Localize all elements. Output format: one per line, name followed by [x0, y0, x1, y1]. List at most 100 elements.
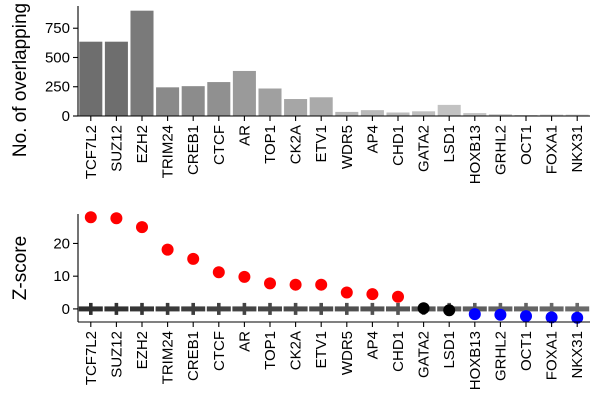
zscore-x-tick-label: CK2A [288, 331, 305, 370]
zscore-point-ar [238, 270, 251, 283]
overlap-x-tick-label: CTCF [211, 125, 228, 165]
overlap-bar-ezh2 [130, 10, 154, 117]
overlap-x-tick-label: HOXB13 [467, 125, 484, 184]
zscore-point-ck2a [289, 278, 302, 291]
overlap-bar-ctcf [207, 82, 231, 116]
zscore-x-ticks: TCF7L2 SUZ12 EZH2 TRIM24 CREB1 CTCF AR TOP1 CK2A… [83, 322, 586, 390]
zscore-point-suz12 [110, 212, 123, 225]
overlap-y-ticks: 0 250 500 750 [45, 20, 78, 125]
zscore-y-tick-label: 20 [53, 235, 70, 252]
zscore-null-whisker [140, 302, 144, 315]
zscore-point-wdr5 [340, 286, 353, 299]
zscore-null-whisker [549, 302, 554, 315]
zscore-x-tick-label: OCT1 [518, 331, 535, 371]
zscore-point-grhl2 [494, 308, 507, 321]
zscore-point-lsd1 [443, 304, 456, 317]
overlap-y-tick-label: 250 [45, 79, 70, 96]
overlap-bar-lsd1 [437, 104, 461, 116]
overlap-bar-nkx31 [565, 114, 589, 116]
zscore-null-whisker [319, 302, 323, 315]
zscore-x-tick-label: CHD1 [390, 331, 407, 372]
zscore-x-tick-label: ETV1 [313, 331, 330, 369]
zscore-x-tick-label: GATA2 [416, 331, 433, 378]
zscore-y-ticks: 0 10 20 [53, 235, 78, 318]
overlap-bar-hoxb13 [463, 113, 487, 116]
zscore-x-tick-label: TCF7L2 [83, 331, 100, 385]
zscore-x-tick-label: CTCF [211, 331, 228, 371]
overlap-x-tick-label: OCT1 [518, 125, 535, 165]
overlap-x-tick-label: GATA2 [416, 125, 433, 172]
zscore-point-top1 [264, 277, 276, 290]
zscore-x-tick-label: FOXA1 [544, 331, 561, 380]
overlap-x-tick-label: EZH2 [134, 125, 151, 163]
zscore-points [84, 211, 584, 324]
overlap-x-tick-label: ETV1 [313, 125, 330, 163]
overlap-bar-tcf7l2 [79, 41, 103, 116]
zscore-y-tick-label: 10 [53, 268, 70, 285]
zscore-null-whisker [268, 302, 272, 315]
zscore-null-whisker [191, 302, 195, 315]
zscore-null-whisker [217, 302, 221, 315]
zscore-x-tick-label: NKX31 [569, 331, 586, 379]
zscore-null-whisker [524, 302, 528, 315]
overlap-x-tick-label: TRIM24 [160, 125, 177, 178]
overlap-y-tick-label: 0 [62, 108, 70, 125]
zscore-x-tick-label: GRHL2 [492, 331, 509, 381]
zscore-scatter-chart: Z-score 0 10 20 TCF7L2 SUZ12 EZH2 TRIM24 CREB1… [10, 211, 590, 390]
overlap-bar-creb1 [181, 86, 205, 116]
overlap-x-tick-label: CREB1 [185, 125, 202, 175]
zscore-null-whisker [370, 302, 375, 315]
overlap-y-tick-label: 500 [45, 49, 70, 66]
zscore-point-creb1 [187, 252, 200, 265]
overlap-x-tick-label: TOP1 [262, 125, 279, 164]
zscore-null-whisker [345, 302, 349, 315]
overlap-x-tick-label: WDR5 [339, 125, 356, 169]
overlap-bar-ap4 [360, 110, 384, 116]
zscore-x-tick-label: AP4 [364, 331, 381, 359]
zscore-x-tick-label: SUZ12 [108, 331, 125, 378]
overlap-bar-top1 [258, 88, 282, 116]
zscore-y-tick-label: 0 [62, 301, 70, 318]
overlap-x-tick-label: GRHL2 [492, 125, 509, 175]
overlap-x-tick-label: AP4 [364, 125, 381, 153]
overlap-bar-foxa1 [540, 114, 564, 116]
zscore-x-tick-label: WDR5 [339, 331, 356, 375]
zscore-point-trim24 [161, 243, 174, 256]
zscore-point-ap4 [366, 288, 379, 301]
zscore-point-oct1 [520, 310, 532, 323]
overlap-y-axis-title: No. of overlapping [10, 3, 31, 157]
zscore-x-tick-label: CREB1 [185, 331, 202, 381]
overlap-bar-suz12 [104, 41, 128, 116]
zscore-null-whisker [89, 302, 93, 315]
overlap-x-ticks: TCF7L2 SUZ12 EZH2 TRIM24 CREB1 CTCF AR TOP1 CK2A… [83, 116, 586, 184]
zscore-null-whisker [575, 302, 579, 315]
overlap-x-tick-label: TCF7L2 [83, 125, 100, 179]
overlap-bars [79, 10, 589, 117]
overlap-x-tick-label: AR [236, 125, 253, 146]
zscore-point-gata2 [417, 302, 430, 315]
zscore-null-whisker [396, 302, 400, 315]
zscore-point-chd1 [392, 290, 404, 303]
overlap-x-tick-label: SUZ12 [108, 125, 125, 172]
zscore-x-tick-label: AR [236, 331, 253, 352]
overlap-bar-etv1 [309, 97, 333, 116]
overlap-bar-chd1 [386, 112, 410, 116]
zscore-x-tick-label: TOP1 [262, 331, 279, 370]
overlap-bar-trim24 [156, 87, 180, 116]
zscore-x-tick-label: HOXB13 [467, 331, 484, 390]
zscore-null-whisker [165, 302, 170, 315]
zscore-point-hoxb13 [468, 308, 481, 321]
zscore-point-etv1 [315, 278, 328, 291]
zscore-x-tick-label: EZH2 [134, 331, 151, 369]
overlap-x-tick-label: FOXA1 [544, 125, 561, 174]
zscore-x-tick-label: LSD1 [441, 331, 458, 369]
overlap-x-tick-label: NKX31 [569, 125, 586, 173]
overlap-bar-grhl2 [488, 114, 512, 116]
overlap-bar-wdr5 [335, 111, 359, 116]
overlap-x-tick-label: CK2A [288, 125, 305, 164]
overlap-bar-ar [232, 70, 256, 116]
zscore-point-ezh2 [136, 221, 148, 234]
zscore-null-whisker [114, 302, 119, 315]
zscore-x-tick-label: TRIM24 [160, 331, 177, 384]
